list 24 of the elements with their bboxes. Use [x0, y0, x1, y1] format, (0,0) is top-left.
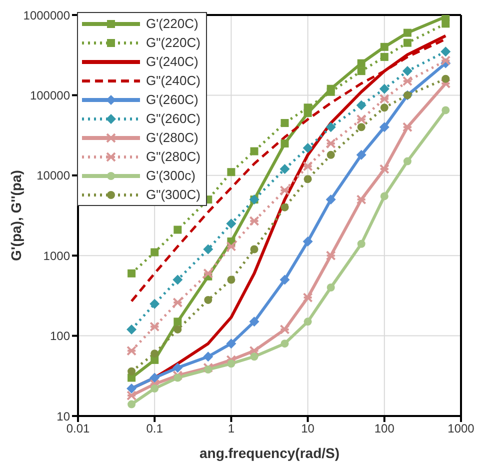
legend-label: G"(240C): [146, 73, 200, 88]
y-tick-label: 10: [56, 409, 70, 424]
legend-label: G'(260C): [146, 92, 198, 107]
legend-label: G"(260C): [146, 111, 200, 126]
legend-label: G'(240C): [146, 54, 198, 69]
x-tick-label: 1000: [448, 422, 475, 436]
x-tick-label: 1: [228, 422, 235, 436]
x-tick-label: 10: [301, 422, 315, 436]
y-tick-label: 1000: [43, 248, 70, 263]
y-tick-label: 1000000: [23, 8, 70, 22]
legend-label: G'(280C): [146, 130, 198, 145]
y-tick-label: 100000: [30, 88, 70, 102]
y-tick-label: 100: [50, 329, 70, 344]
x-tick-label: 0.01: [66, 422, 90, 436]
x-tick-label: 100: [374, 422, 395, 436]
y-tick-label: 10000: [36, 168, 70, 183]
legend-label: G'(220C): [146, 16, 198, 31]
y-axis-title: G'(pa), G''(pa): [8, 170, 24, 261]
legend-label: G"(220C): [146, 35, 200, 50]
legend-label: G"(280C): [146, 149, 200, 164]
x-tick-label: 0.1: [146, 422, 164, 436]
x-axis-title: ang.frequency(rad/S): [199, 445, 340, 461]
legend-label: G'(300c): [146, 168, 196, 183]
legend-label: G"(300C): [146, 187, 200, 202]
